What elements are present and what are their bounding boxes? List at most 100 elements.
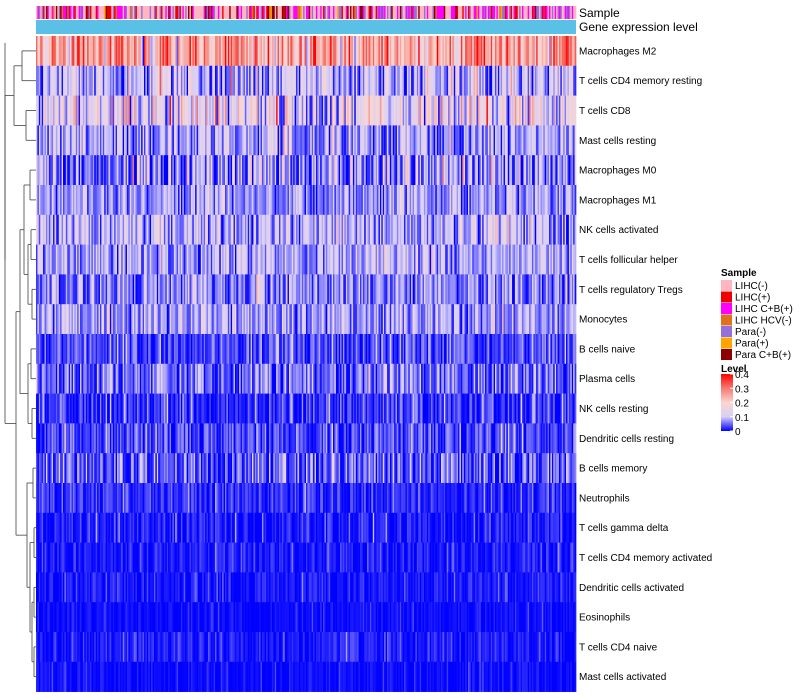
heatmap-cell [475, 334, 477, 365]
heatmap-cell [398, 185, 401, 216]
heatmap-cell [395, 274, 398, 305]
heatmap-cell [536, 185, 538, 216]
heatmap-cell [364, 363, 367, 394]
heatmap-cell [37, 274, 40, 305]
heatmap-cell [68, 304, 71, 335]
heatmap-cell [571, 393, 574, 424]
heatmap-cell [240, 274, 243, 305]
heatmap-cell [254, 185, 257, 216]
heatmap-cell [372, 334, 375, 365]
heatmap-cell [281, 244, 284, 275]
heatmap-cell [537, 214, 540, 245]
heatmap-cell [40, 274, 43, 305]
heatmap-cell [267, 125, 270, 156]
heatmap-cell [126, 125, 129, 156]
heatmap-cell [178, 36, 180, 67]
heatmap-cell [210, 95, 213, 126]
heatmap-cell [315, 185, 318, 216]
heatmap-cell [180, 214, 183, 245]
heatmap-cell [172, 155, 175, 186]
heatmap-cell [509, 244, 511, 275]
heatmap-cell [80, 304, 82, 335]
heatmap-cell [517, 155, 520, 186]
heatmap-cell [195, 244, 197, 275]
heatmap-cell [198, 185, 200, 216]
heatmap-cell [212, 214, 214, 245]
heatmap-cell [91, 244, 94, 275]
heatmap-cell [179, 363, 182, 394]
heatmap-cell [328, 95, 331, 126]
heatmap-cell [419, 185, 422, 216]
heatmap-cell [144, 244, 146, 275]
heatmap-cell [533, 65, 536, 96]
heatmap-cell [465, 363, 467, 394]
heatmap-cell [270, 363, 273, 394]
heatmap-cell [537, 125, 540, 156]
heatmap-cell [450, 155, 453, 186]
heatmap-cell [104, 185, 106, 216]
heatmap-cell [439, 214, 442, 245]
heatmap-cell [331, 304, 334, 335]
heatmap-cell [514, 185, 517, 216]
heatmap-cell [259, 334, 261, 365]
heatmap-cell [455, 363, 457, 394]
heatmap-cell [490, 95, 493, 126]
heatmap-cell [239, 304, 241, 335]
heatmap-cell [152, 185, 155, 216]
heatmap-cell [401, 214, 403, 245]
heatmap-cell [67, 423, 70, 454]
heatmap-cell [517, 36, 520, 67]
heatmap-cell [169, 363, 172, 394]
heatmap-cell [209, 363, 212, 394]
heatmap-cell [242, 125, 244, 156]
heatmap-cell [321, 334, 324, 365]
heatmap-cell [229, 185, 232, 216]
heatmap-cell [45, 393, 48, 424]
heatmap-cell [186, 185, 189, 216]
heatmap-cell [260, 155, 263, 186]
heatmap-cell [200, 393, 203, 424]
heatmap-cell [351, 155, 354, 186]
heatmap-cell [567, 274, 570, 305]
heatmap-cell [466, 363, 469, 394]
heatmap-cell [188, 393, 190, 424]
heatmap-cell [534, 155, 537, 186]
heatmap-cell [98, 393, 101, 424]
heatmap-cell [155, 65, 158, 96]
heatmap-cell [489, 214, 492, 245]
heatmap-cell [199, 393, 202, 424]
heatmap-cell [257, 304, 260, 335]
heatmap-cell [298, 95, 301, 126]
heatmap-cell [399, 393, 402, 424]
heatmap-cell [148, 95, 151, 126]
heatmap-cell [362, 334, 365, 365]
heatmap-cell [404, 363, 406, 394]
heatmap-cell [192, 125, 195, 156]
heatmap-cell [125, 244, 128, 275]
heatmap-cell [188, 244, 190, 275]
heatmap-cell [487, 274, 490, 305]
heatmap-cell [236, 185, 239, 216]
heatmap-cell [310, 244, 313, 275]
heatmap-cell [232, 36, 234, 67]
heatmap-cell [504, 304, 507, 335]
heatmap-cell [58, 214, 61, 245]
heatmap-cell [557, 185, 560, 216]
heatmap-cell [489, 304, 492, 335]
heatmap-cell [490, 125, 493, 156]
heatmap-cell [195, 185, 197, 216]
heatmap-cell [449, 304, 452, 335]
heatmap-cell [431, 36, 433, 67]
heatmap-cell [426, 214, 429, 245]
heatmap-cell [520, 65, 523, 96]
heatmap-cell [406, 65, 409, 96]
heatmap-cell [263, 393, 266, 424]
heatmap-cell [233, 36, 236, 67]
heatmap-cell [455, 185, 457, 216]
heatmap-cell [53, 125, 55, 156]
heatmap-cell [462, 274, 465, 305]
heatmap-cell [230, 214, 233, 245]
heatmap-cell [432, 214, 435, 245]
heatmap-cell [139, 36, 142, 67]
